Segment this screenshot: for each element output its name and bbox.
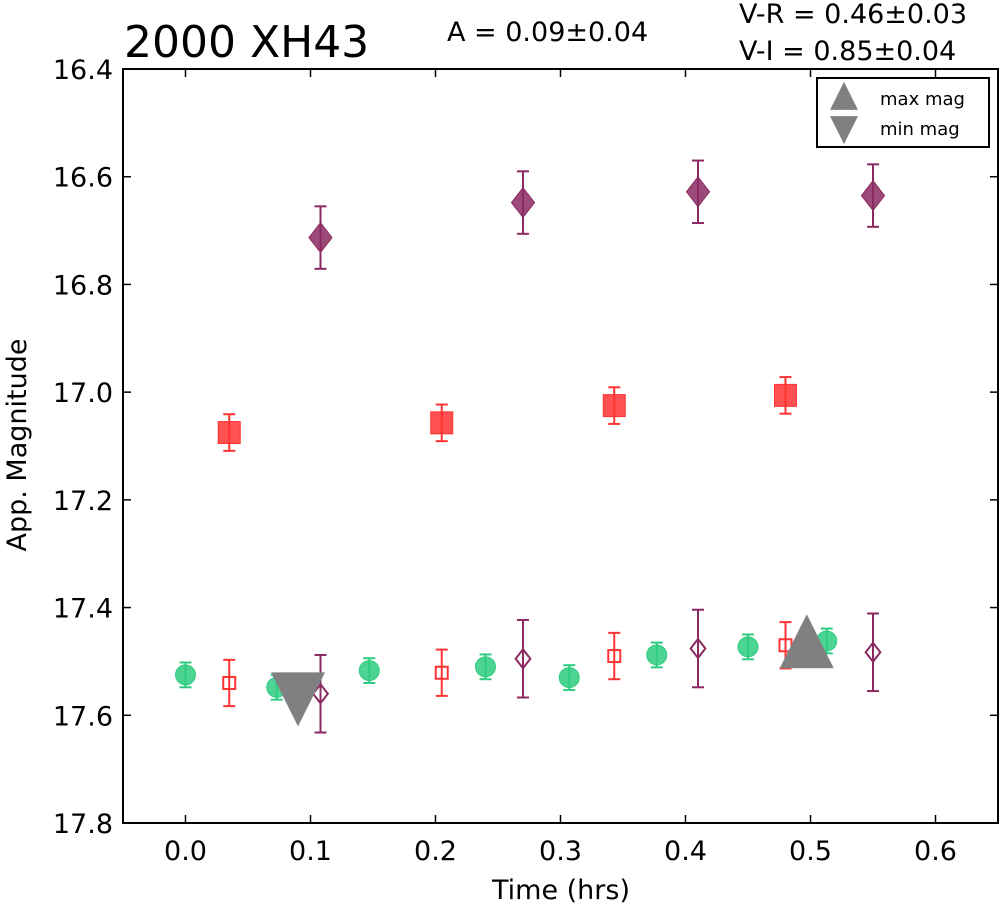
- y-axis-label: App. Magnitude: [2, 339, 33, 552]
- x-axis-label: Time (hrs): [491, 875, 630, 904]
- data-point: [358, 660, 380, 682]
- legend-max-marker: [830, 81, 858, 110]
- data-point: [175, 664, 196, 686]
- data-point: [510, 186, 536, 219]
- y-tick-label: 16.6: [53, 163, 113, 194]
- amplitude-annotation: A = 0.09±0.04: [447, 17, 648, 48]
- x-tick-label: 0.4: [664, 836, 707, 867]
- data-point: [646, 644, 668, 666]
- y-tick-label: 16.8: [53, 270, 113, 301]
- data-point: [558, 667, 580, 689]
- legend: max mag min mag: [816, 77, 990, 148]
- chart-title: 2000 XH43: [124, 17, 369, 68]
- series-3: [308, 159, 886, 270]
- max-mag-marker: [779, 614, 834, 669]
- data-point: [430, 411, 454, 435]
- series-4: [311, 608, 882, 734]
- x-tick-label: 0.2: [414, 836, 457, 867]
- data-point: [222, 675, 237, 690]
- data-point: [860, 179, 886, 212]
- vi-color-annotation: V-I = 0.85±0.04: [739, 36, 956, 67]
- plot-area: [175, 159, 886, 734]
- data-point: [774, 383, 797, 407]
- legend-label: min mag: [880, 119, 960, 140]
- data-point: [308, 221, 333, 254]
- min-mag-marker: [271, 672, 325, 727]
- data-point: [602, 394, 626, 418]
- series-1: [217, 376, 797, 452]
- series-2: [222, 621, 793, 708]
- x-tick-label: 0.3: [539, 836, 582, 867]
- y-tick-label: 17.0: [53, 378, 113, 409]
- legend-label: max mag: [880, 89, 965, 110]
- x-tick-label: 0.6: [914, 836, 957, 867]
- y-tick-label: 17.2: [53, 486, 113, 517]
- plot-frame: [122, 68, 999, 824]
- data-point: [607, 649, 622, 664]
- data-point: [689, 637, 707, 660]
- y-tick-label: 16.4: [53, 55, 113, 86]
- x-axis-ticks: 0.0 0.1 0.2 0.3 0.4 0.5 0.6: [164, 69, 957, 867]
- data-point: [434, 665, 449, 680]
- x-tick-label: 0.0: [164, 836, 207, 867]
- data-point: [514, 647, 532, 670]
- data-point: [864, 641, 882, 664]
- y-tick-label: 17.8: [53, 809, 113, 840]
- vr-color-annotation: V-R = 0.46±0.03: [739, 0, 967, 30]
- data-point: [685, 176, 711, 208]
- data-point: [475, 656, 496, 678]
- x-tick-label: 0.5: [789, 836, 832, 867]
- y-tick-label: 17.4: [53, 594, 113, 625]
- data-point: [217, 421, 241, 445]
- series-0: [175, 627, 838, 701]
- y-tick-label: 17.6: [53, 701, 113, 732]
- y-axis-ticks: 16.4 16.6 16.8 17.0 17.2 17.4 17.6 17.8: [53, 55, 998, 840]
- data-point: [737, 636, 759, 658]
- x-tick-label: 0.1: [289, 836, 332, 867]
- legend-min-marker: [830, 116, 858, 145]
